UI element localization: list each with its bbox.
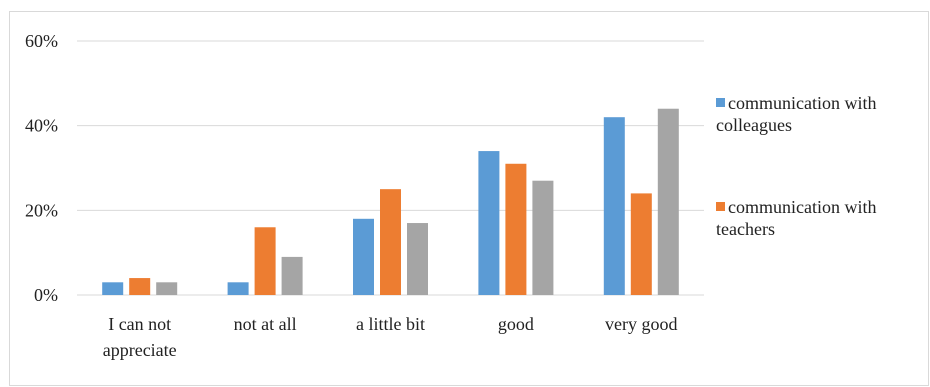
bars [102, 108, 679, 295]
legend-label-teachers-line2: teachers [716, 219, 775, 239]
bar [380, 189, 401, 295]
bar [156, 282, 178, 295]
bar [478, 151, 500, 295]
x-tick-label: not at all [234, 314, 297, 334]
legend-swatch-colleagues [716, 98, 725, 107]
bar [657, 108, 679, 295]
legend-item-teachers: communication with teachers [716, 196, 916, 240]
y-tick-label: 60% [25, 31, 58, 51]
bar [129, 278, 151, 295]
bar [254, 227, 276, 295]
legend-swatch-teachers [716, 202, 725, 211]
bar [353, 218, 374, 295]
x-tick-label: good [498, 314, 534, 334]
y-tick-label: 0% [34, 285, 58, 305]
bar [532, 180, 554, 295]
y-tick-label: 40% [25, 116, 58, 136]
x-tick-label: I can not [108, 314, 171, 334]
bar [603, 117, 625, 295]
bar [630, 193, 652, 295]
legend-item-colleagues: communication with colleagues [716, 92, 916, 136]
bar [281, 256, 303, 295]
x-tick-label: a little bit [356, 314, 425, 334]
bar [227, 282, 249, 295]
x-tick-label: appreciate [103, 340, 177, 360]
bar [407, 223, 428, 295]
x-axis-ticks: I can not appreciate not at all a little bi… [103, 314, 678, 360]
x-tick-label: very good [605, 314, 677, 334]
y-tick-label: 20% [25, 200, 58, 220]
legend-label-colleagues-line2: colleagues [716, 115, 792, 135]
chart-frame [9, 11, 929, 386]
legend-label-teachers-line1: communication with [728, 197, 877, 217]
bar [505, 163, 527, 295]
y-axis-ticks: 0% 20% 40% 60% [25, 31, 58, 305]
legend-label-colleagues-line1: communication with [728, 93, 877, 113]
bar [102, 282, 124, 295]
